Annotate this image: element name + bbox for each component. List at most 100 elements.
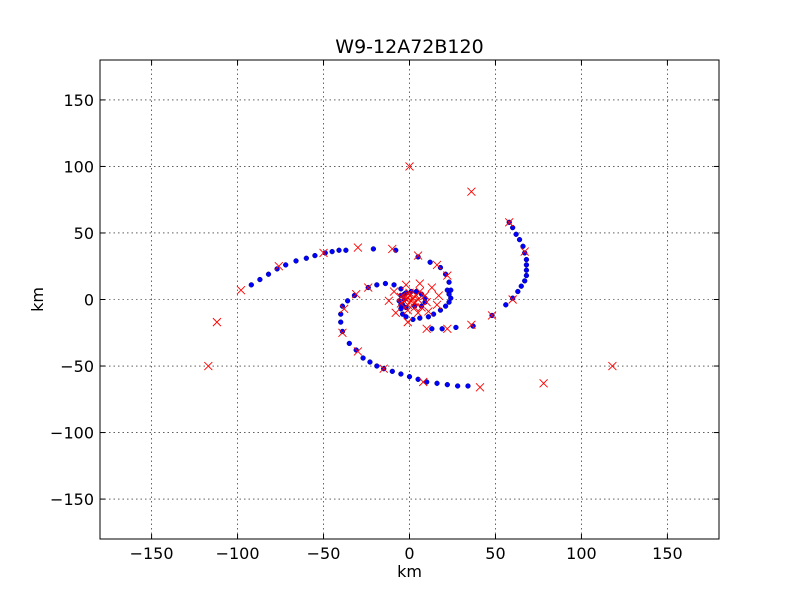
data-point <box>283 262 289 268</box>
data-point-x-marker <box>413 308 423 318</box>
y-tick-label: 50 <box>74 224 94 243</box>
plot-frame <box>99 59 720 540</box>
data-point-x-marker <box>379 364 389 374</box>
data-point <box>370 246 377 252</box>
x-tick-label: −100 <box>216 544 260 563</box>
data-point-x-marker <box>387 244 397 254</box>
x-tick-label: −50 <box>307 544 341 563</box>
data-point-x-marker <box>212 317 222 327</box>
data-point-x-marker <box>508 295 517 304</box>
data-point-x-marker <box>418 377 428 387</box>
data-point <box>406 374 413 380</box>
data-point-x-marker <box>427 283 437 292</box>
data-point <box>429 326 435 332</box>
data-point-x-marker <box>405 288 414 298</box>
data-point-x-marker <box>274 261 284 271</box>
data-point-x-marker <box>475 382 485 392</box>
data-point <box>418 303 425 309</box>
data-point <box>410 316 416 323</box>
data-point <box>437 264 444 271</box>
data-point <box>523 267 530 273</box>
data-point <box>425 314 432 320</box>
data-point-x-marker <box>351 289 361 299</box>
data-point-x-marker <box>413 295 423 304</box>
data-point <box>367 359 373 365</box>
data-point-x-marker <box>422 324 432 334</box>
data-point <box>465 383 471 389</box>
data-point-x-marker <box>396 299 406 308</box>
data-point <box>382 280 389 287</box>
data-point-x-marker <box>389 287 399 296</box>
data-point-x-marker <box>339 304 349 314</box>
data-point <box>413 288 420 295</box>
data-point <box>398 371 404 377</box>
data-point <box>389 368 395 375</box>
data-point-x-marker <box>424 307 433 316</box>
data-point <box>360 355 366 361</box>
data-point-x-marker <box>608 361 617 371</box>
data-point <box>448 287 454 293</box>
data-point-x-marker <box>236 285 246 295</box>
data-point-x-marker <box>204 361 213 371</box>
data-point <box>442 303 449 309</box>
data-point <box>523 262 530 268</box>
data-point <box>344 298 351 304</box>
x-axis-label: km <box>397 562 422 581</box>
data-point <box>424 379 430 385</box>
data-point-x-marker <box>396 292 406 302</box>
data-point <box>515 288 521 295</box>
data-point <box>523 272 530 279</box>
data-point <box>520 243 526 249</box>
data-point <box>513 231 519 237</box>
data-point <box>274 266 280 272</box>
data-point-x-marker <box>401 280 411 290</box>
data-point <box>444 382 450 388</box>
chart-title: W9-12A72B120 <box>335 36 483 58</box>
data-point <box>343 247 349 253</box>
data-point-x-marker <box>467 187 476 197</box>
data-point-x-marker <box>504 218 514 227</box>
data-point-x-marker <box>432 300 442 310</box>
data-point <box>248 282 254 288</box>
data-point-x-marker <box>467 320 476 330</box>
data-point-x-marker <box>487 311 497 320</box>
x-tick-label: 150 <box>652 544 683 563</box>
data-point-x-marker <box>417 303 426 312</box>
data-point <box>510 295 516 301</box>
data-point <box>415 376 421 382</box>
data-point <box>522 250 528 256</box>
x-tick-label: 50 <box>485 544 505 563</box>
data-point-x-marker <box>443 271 452 280</box>
data-point <box>415 254 421 260</box>
data-point <box>522 278 528 284</box>
data-point <box>339 303 346 309</box>
data-point <box>399 311 406 317</box>
data-point <box>322 250 328 256</box>
data-point-x-marker <box>413 251 423 260</box>
y-tick-label: −100 <box>50 424 94 443</box>
data-point <box>523 256 530 263</box>
data-point <box>446 279 452 285</box>
data-point <box>453 324 459 331</box>
data-point <box>374 363 380 369</box>
y-tick-label: 0 <box>84 291 94 310</box>
data-point <box>398 302 404 308</box>
data-point <box>391 282 397 288</box>
data-point <box>374 282 380 288</box>
y-tick-label: −150 <box>50 490 94 509</box>
y-tick-label: 100 <box>63 157 94 176</box>
data-point-x-marker <box>405 162 414 171</box>
data-point <box>427 259 433 265</box>
data-point-x-marker <box>415 279 425 288</box>
data-point <box>257 276 263 283</box>
data-point <box>338 319 344 325</box>
data-point-x-marker <box>384 296 394 306</box>
data-point-x-marker <box>338 328 347 338</box>
data-point-x-marker <box>319 248 328 258</box>
data-point <box>265 271 272 277</box>
data-point <box>293 258 299 264</box>
data-point <box>329 248 335 255</box>
data-point-x-marker <box>434 291 444 300</box>
data-point <box>303 255 309 261</box>
